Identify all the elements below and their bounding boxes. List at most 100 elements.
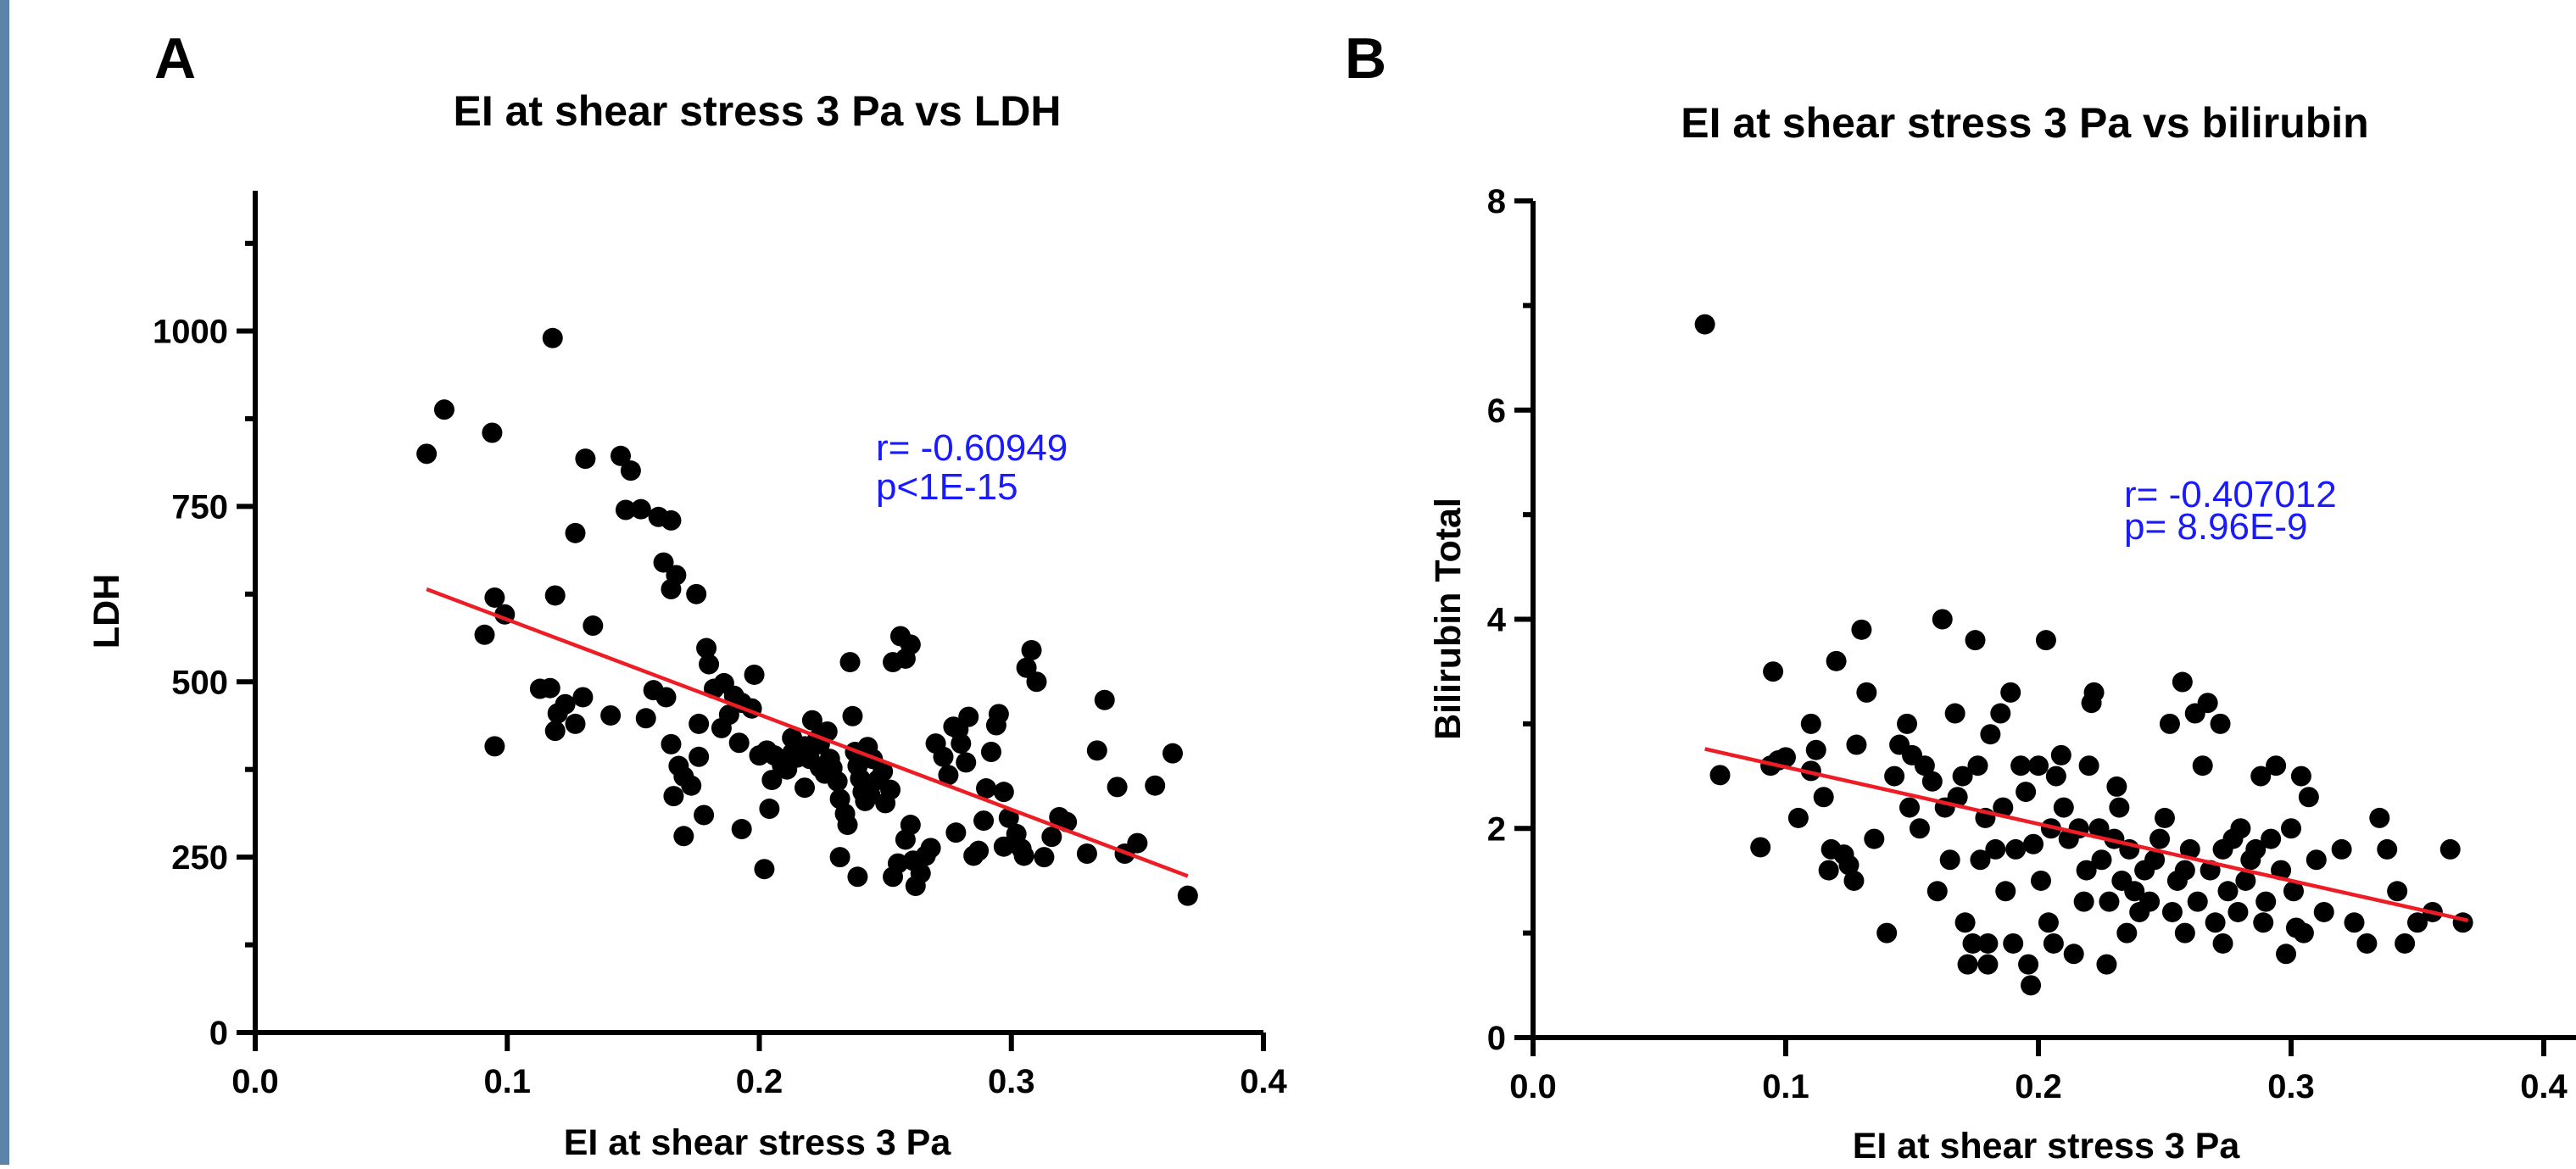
data-point — [2023, 833, 2044, 854]
data-point — [2298, 787, 2319, 808]
data-point — [2063, 944, 2084, 965]
data-point — [847, 866, 868, 888]
data-point — [2139, 891, 2161, 912]
x-tick-label: 0.4 — [1240, 1063, 1287, 1100]
data-point — [829, 847, 850, 868]
data-point — [661, 509, 682, 531]
data-point — [2290, 765, 2311, 787]
panel-a-tick-labels: 0 250 500 750 1000 0.0 0.1 0.2 0.3 0.4 — [153, 314, 1288, 1101]
data-point — [2395, 932, 2416, 954]
data-point — [933, 746, 954, 767]
data-point — [1094, 689, 1115, 710]
panel-b-title: EI at shear stress 3 Pa vs bilirubin — [1681, 99, 2368, 147]
data-point — [1932, 609, 1953, 630]
data-point — [1856, 682, 1877, 703]
x-tick-label: 0.0 — [231, 1063, 279, 1100]
panel-a: A EI at shear stress 3 Pa vs LDH EI at s… — [86, 26, 1288, 1163]
data-point — [575, 448, 596, 470]
data-point — [880, 779, 901, 800]
data-point — [1947, 787, 1968, 808]
data-point — [565, 522, 586, 543]
data-point — [1787, 807, 1809, 828]
data-point — [2217, 881, 2239, 902]
data-point — [1985, 838, 2006, 860]
data-point — [728, 732, 750, 754]
data-point — [2088, 818, 2110, 839]
panel-a-r-value: r= -0.60949 — [876, 427, 1068, 469]
data-point — [2306, 849, 2327, 871]
y-tick-label: 0 — [1487, 1020, 1506, 1057]
data-point — [2228, 901, 2249, 922]
data-point — [1914, 755, 1935, 777]
data-point — [1977, 932, 1999, 954]
data-point — [782, 727, 803, 749]
data-point — [1962, 932, 1983, 954]
data-point — [1026, 671, 1047, 693]
data-point — [1990, 703, 2011, 724]
data-point — [699, 654, 720, 675]
data-point — [1970, 849, 1991, 871]
data-point — [572, 687, 594, 708]
data-point — [2035, 630, 2056, 651]
data-point — [1843, 870, 1865, 891]
data-point — [630, 498, 651, 520]
data-point — [2369, 807, 2390, 828]
data-point — [976, 778, 997, 799]
data-point — [2028, 755, 2049, 777]
data-point — [2109, 797, 2130, 818]
data-point — [2344, 912, 2365, 933]
data-point — [2212, 838, 2233, 860]
data-point — [2106, 776, 2127, 797]
x-tick-label: 0.0 — [1509, 1068, 1557, 1105]
data-point — [1957, 954, 1978, 975]
data-point — [2172, 671, 2193, 693]
data-point — [2253, 912, 2274, 933]
y-tick-label: 4 — [1487, 602, 1507, 639]
data-point — [1954, 912, 1976, 933]
data-point — [2212, 932, 2233, 954]
data-point — [1851, 619, 1872, 640]
data-point — [655, 687, 677, 708]
data-point — [2016, 782, 2037, 803]
data-point — [2276, 944, 2297, 965]
data-point — [2050, 744, 2071, 765]
data-point — [1694, 314, 1715, 335]
data-point — [620, 460, 641, 482]
data-point — [482, 422, 503, 443]
data-point — [2155, 807, 2175, 828]
x-tick-label: 0.4 — [2520, 1068, 2568, 1105]
data-point — [1993, 797, 2014, 818]
data-point — [2331, 838, 2352, 860]
data-point — [2078, 755, 2099, 777]
data-point — [2205, 912, 2226, 933]
data-point — [2452, 912, 2473, 933]
data-point — [2000, 682, 2021, 703]
data-point — [2283, 881, 2304, 902]
y-tick-label: 500 — [171, 664, 228, 701]
panel-b-ticks — [1514, 198, 2546, 1056]
data-point — [1162, 743, 1183, 764]
data-point — [1965, 630, 1986, 651]
data-point — [973, 810, 995, 832]
data-point — [956, 752, 977, 773]
data-point — [945, 822, 967, 843]
data-point — [2179, 838, 2200, 860]
data-point — [900, 634, 921, 655]
data-point — [711, 717, 732, 738]
y-tick-label: 8 — [1487, 183, 1506, 220]
data-point — [2076, 860, 2097, 881]
data-point — [1127, 832, 1148, 854]
data-point — [887, 853, 908, 874]
data-point — [993, 782, 1014, 803]
data-point — [873, 761, 894, 782]
data-point — [1944, 703, 1965, 724]
y-tick-label: 750 — [171, 488, 228, 526]
data-point — [761, 770, 783, 791]
panel-a-x-axis-label: EI at shear stress 3 Pa — [564, 1122, 952, 1163]
left-border — [0, 0, 9, 1165]
panel-b-letter: B — [1345, 26, 1386, 91]
data-point — [988, 704, 1009, 725]
data-point — [565, 713, 586, 734]
data-point — [2091, 849, 2112, 871]
panel-b-regression-line — [1704, 747, 2469, 923]
